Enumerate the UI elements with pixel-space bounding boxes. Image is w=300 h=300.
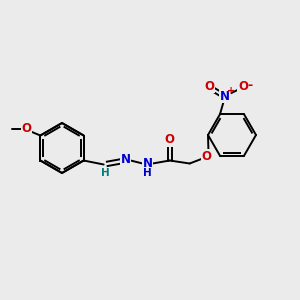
Text: H: H (143, 167, 152, 178)
Text: O: O (21, 122, 31, 135)
Text: H: H (101, 169, 110, 178)
Text: O: O (204, 80, 214, 93)
Text: O: O (165, 133, 175, 146)
Text: O: O (238, 80, 248, 93)
Text: O: O (202, 150, 212, 163)
Text: -: - (248, 79, 253, 92)
Text: N: N (220, 90, 230, 103)
Text: N: N (143, 157, 153, 170)
Text: +: + (227, 86, 235, 96)
Text: N: N (121, 153, 131, 166)
